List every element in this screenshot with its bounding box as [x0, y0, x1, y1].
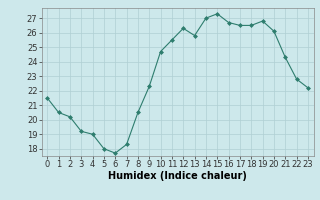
X-axis label: Humidex (Indice chaleur): Humidex (Indice chaleur): [108, 171, 247, 181]
